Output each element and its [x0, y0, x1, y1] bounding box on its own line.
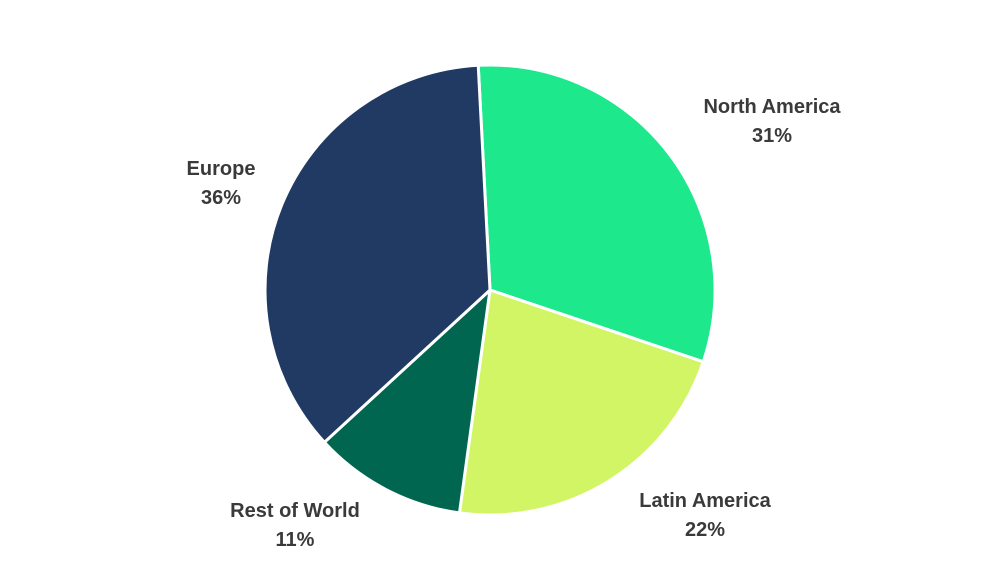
pie-labels: North America 31% Latin America 22% Rest of …	[187, 96, 842, 551]
slice-name-label-europe: Europe	[187, 158, 256, 180]
slice-name-label-north-america: North America	[703, 96, 841, 118]
slice-name-label-latin-america: Latin America	[639, 490, 771, 512]
slice-value-label-latin-america: 22%	[685, 519, 725, 541]
pie-slice-europe	[263, 63, 492, 444]
pie-slice-latin-america	[457, 288, 705, 517]
slice-name-label-rest-of-world: Rest of World	[230, 500, 360, 522]
slice-value-label-europe: 36%	[201, 187, 241, 209]
slice-value-label-north-america: 31%	[752, 125, 792, 147]
pie-slice-rest-of-world	[322, 288, 492, 515]
pie-slices	[263, 63, 717, 517]
pie-slice-north-america	[476, 63, 717, 364]
slice-value-label-rest-of-world: 11%	[276, 529, 315, 551]
